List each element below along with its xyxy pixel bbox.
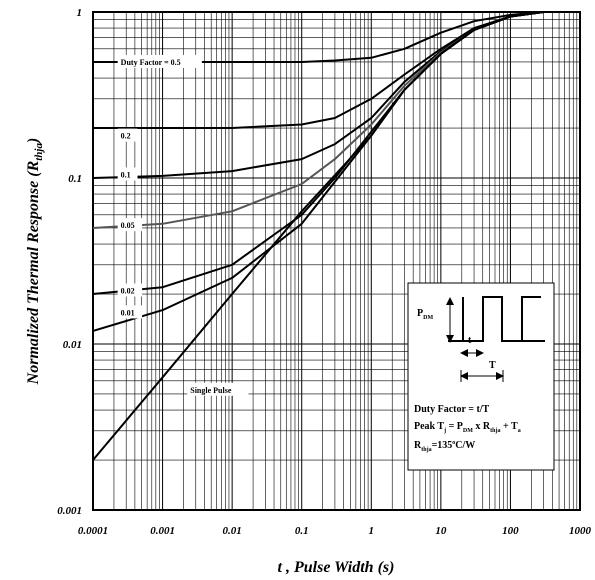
y-axis-title-main: Normalized Thermal Response (R (25, 160, 42, 385)
curve-label-bg (117, 54, 202, 68)
plot-frame (92, 11, 581, 511)
curve-label-bg (187, 382, 249, 396)
waveform-baseline (448, 297, 464, 342)
x-tick-label: 0.0001 (78, 525, 108, 537)
t-arrowhead-right (476, 349, 484, 357)
inset-line2: Peak Tj = PDM x Rthja + Ta (414, 421, 521, 434)
x-tick-label: 1 (369, 525, 375, 537)
t-arrowhead-left (460, 349, 468, 357)
inset-line2-sub2: DM (463, 428, 473, 434)
pdm-arrowhead-up (446, 297, 454, 305)
curve-label-6: Single Pulse (190, 386, 232, 395)
inset-line3-a: R (414, 440, 422, 451)
series-line-0 (93, 11, 580, 63)
pdm-arrowhead-down (446, 335, 454, 343)
curve-label-0: Duty Factor = 0.5 (121, 58, 181, 67)
curve-labels: Duty Factor = 0.5 0.2 0.1 0.05 0.02 0.01 Singl… (117, 54, 249, 396)
curve-label-bg (117, 128, 138, 142)
inset-line2-sub4: a (518, 428, 521, 434)
x-axis-title: t , Pulse Width (s) (278, 559, 395, 576)
curve-label-bg (117, 218, 143, 232)
curve-label-bg (117, 305, 143, 319)
inset-line1: Duty Factor = t/T (414, 404, 490, 415)
inset-line2-b: = P (446, 421, 463, 432)
T-arrowhead-left (460, 372, 468, 380)
y-tick-label: 0.1 (68, 173, 82, 185)
curve-label-3: 0.05 (121, 221, 135, 230)
x-tick-label: 1000 (569, 525, 592, 537)
curve-label-4: 0.02 (121, 287, 135, 296)
inset-line2-a: Peak T (414, 421, 444, 432)
y-tick-label: 0.01 (63, 339, 82, 351)
x-tick-label: 0.1 (295, 525, 309, 537)
inset-line2-d: + T (501, 421, 519, 432)
curve-label-1: 0.2 (121, 132, 131, 141)
y-tick-label: 0.001 (57, 505, 82, 517)
inset-line2-sub3: thja (490, 428, 500, 434)
y-axis-title: Normalized Thermal Response (Rthja) (25, 138, 45, 386)
y-axis-title-sub: thja (33, 143, 45, 161)
duty-factor-inset: PDM t T Duty Factor = t/T Peak Tj = PDM … (407, 282, 555, 471)
grid (92, 12, 580, 511)
inset-line3-b: =135 (432, 440, 453, 451)
x-tick-label: 100 (502, 525, 519, 537)
curve-label-bg (117, 283, 143, 297)
t-label: t (468, 335, 472, 346)
inset-line2-sub1: j (443, 428, 446, 434)
series-group (92, 11, 580, 461)
inset-line3: Rthja=135oC/W (414, 440, 475, 453)
tick-labels: 0.0001 0.001 0.01 0.1 1 10 100 1000 0.001 0.01 0.1… (57, 7, 591, 537)
y-axis-title-close: ) (25, 138, 42, 145)
series-line-6 (92, 11, 580, 461)
curve-label-2: 0.1 (121, 170, 131, 179)
pulse-waveform (463, 296, 541, 342)
curve-label-bg (117, 167, 138, 181)
curve-label-5: 0.01 (121, 308, 135, 317)
inset-line3-c: C/W (455, 440, 475, 451)
T-label: T (489, 360, 496, 371)
x-tick-label: 0.001 (150, 525, 175, 537)
pdm-label: P (417, 308, 423, 319)
T-arrowhead-right (496, 372, 504, 380)
pdm-sub: DM (423, 315, 433, 321)
inset-line2-c: x R (473, 421, 491, 432)
svg-text:PDM: PDM (417, 308, 433, 321)
x-tick-label: 10 (435, 525, 447, 537)
y-tick-label: 1 (77, 7, 83, 19)
inset-line3-sup: o (452, 440, 455, 446)
x-tick-label: 0.01 (223, 525, 242, 537)
inset-line3-sub: thja (421, 447, 431, 453)
